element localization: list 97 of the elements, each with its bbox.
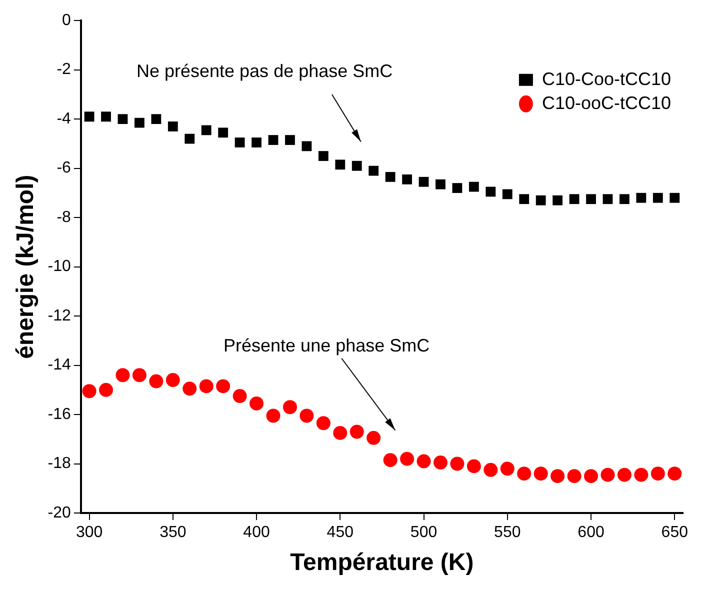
point <box>418 176 429 187</box>
legend-label: C10-Coo-tCC10 <box>542 68 672 89</box>
point <box>285 135 295 145</box>
x-tick-label: 550 <box>494 524 521 542</box>
point <box>368 166 379 176</box>
point <box>252 138 262 148</box>
point <box>550 469 565 484</box>
point <box>149 374 164 388</box>
point <box>434 456 448 470</box>
point <box>452 183 462 193</box>
point <box>82 384 96 398</box>
x-tick-label: 450 <box>326 524 354 542</box>
point <box>118 114 128 124</box>
point <box>586 194 596 204</box>
point <box>400 452 414 466</box>
point <box>132 368 146 382</box>
point <box>600 468 615 482</box>
x-tick-label: 500 <box>410 524 438 542</box>
y-tick-label: 0 <box>62 12 72 30</box>
point <box>101 112 111 122</box>
point <box>218 128 228 138</box>
point <box>199 379 214 394</box>
point <box>316 416 330 430</box>
point <box>134 118 144 128</box>
point <box>352 160 362 171</box>
point <box>234 138 245 148</box>
point <box>517 466 532 481</box>
point <box>318 151 328 161</box>
point <box>567 469 582 484</box>
y-tick-label: -12 <box>48 307 72 324</box>
point <box>282 400 297 414</box>
point <box>502 189 512 200</box>
point <box>383 453 398 468</box>
point <box>569 194 580 204</box>
point <box>534 466 548 481</box>
point <box>468 182 479 192</box>
y-tick-label: -16 <box>48 406 72 423</box>
x-tick-label: 650 <box>661 524 688 542</box>
point <box>652 192 663 203</box>
point <box>602 194 613 204</box>
point <box>484 462 498 477</box>
point <box>552 195 563 206</box>
point <box>350 424 364 439</box>
y-tick-label: -18 <box>48 455 72 472</box>
point <box>182 382 197 396</box>
point <box>201 125 212 136</box>
point <box>168 122 178 132</box>
point <box>266 408 280 423</box>
point <box>116 368 130 382</box>
point <box>166 373 180 388</box>
point <box>436 179 446 190</box>
y-tick-label: -10 <box>48 258 72 276</box>
point <box>650 466 665 481</box>
x-tick-label: 400 <box>243 524 270 542</box>
y-axis-title: énergie (kJ/mol) <box>12 174 40 359</box>
y-tick-label: -8 <box>56 208 72 226</box>
point <box>232 389 247 404</box>
x-tick-label: 350 <box>160 524 186 542</box>
point <box>184 134 195 144</box>
y-tick-label: -14 <box>48 356 72 374</box>
point <box>151 114 162 124</box>
point <box>99 382 114 397</box>
point <box>216 379 230 394</box>
point <box>416 454 431 468</box>
point <box>333 426 348 440</box>
point <box>486 186 496 197</box>
point <box>300 408 314 423</box>
point <box>617 468 632 482</box>
point <box>636 192 646 203</box>
point <box>250 396 264 410</box>
x-axis-title: Température (K) <box>290 549 474 576</box>
annotation: Ne présente pas de phase SmC <box>136 60 393 81</box>
point <box>366 430 381 445</box>
point <box>84 112 94 122</box>
point <box>500 462 514 476</box>
point <box>584 469 598 484</box>
y-tick-label: -20 <box>48 504 72 522</box>
point <box>668 466 682 481</box>
point <box>634 468 648 482</box>
point <box>402 174 412 184</box>
point <box>670 192 680 203</box>
point <box>620 194 630 204</box>
x-tick-label: 300 <box>76 524 103 542</box>
annotation: Présente une phase SmC <box>224 336 430 356</box>
point <box>450 456 464 471</box>
point <box>519 194 530 204</box>
y-tick-label: -6 <box>56 160 72 177</box>
point <box>536 195 546 206</box>
point <box>335 160 346 170</box>
y-tick-label: -4 <box>56 110 72 128</box>
point <box>385 172 396 182</box>
point <box>466 459 481 474</box>
y-tick-label: -2 <box>56 61 72 78</box>
point <box>268 135 278 145</box>
point <box>302 141 312 152</box>
x-tick-label: 600 <box>578 524 604 542</box>
legend-label: C10-ooC-tCC10 <box>542 92 672 113</box>
